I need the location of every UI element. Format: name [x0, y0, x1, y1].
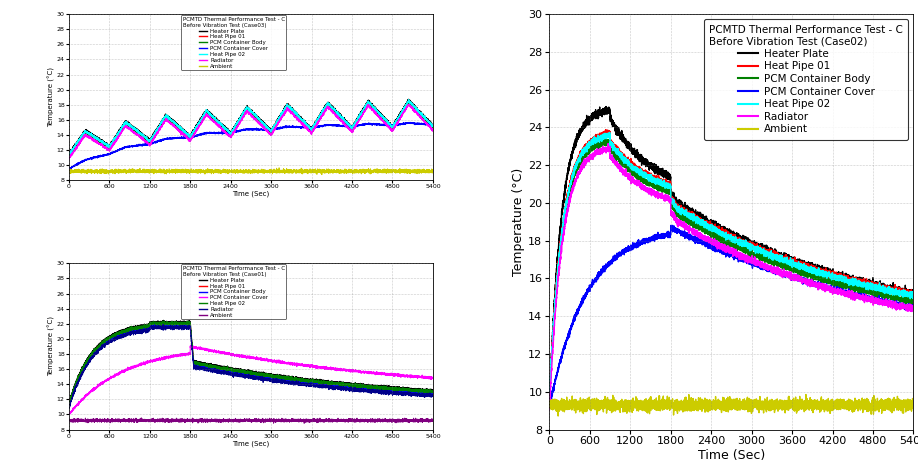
X-axis label: Time (Sec): Time (Sec) [232, 440, 270, 447]
X-axis label: Time (Sec): Time (Sec) [698, 449, 765, 462]
Y-axis label: Temperature (°C): Temperature (°C) [512, 168, 525, 276]
Y-axis label: Temperature (°C): Temperature (°C) [48, 67, 55, 127]
X-axis label: Time (Sec): Time (Sec) [232, 191, 270, 197]
Legend: Heater Plate, Heat Pipe 01, PCM Container Body, PCM Container Cover, Heat Pipe 0: Heater Plate, Heat Pipe 01, PCM Containe… [704, 19, 908, 140]
Legend: Heater Plate, Heat Pipe 01, PCM Container Body, PCM Container Cover, Heat Pipe 0: Heater Plate, Heat Pipe 01, PCM Containe… [181, 15, 286, 70]
Legend: Heater Plate, Heat Pipe 01, PCM Container Body, PCM Container Cover, Heat Pipe 0: Heater Plate, Heat Pipe 01, PCM Containe… [181, 264, 286, 320]
Y-axis label: Temperature (°C): Temperature (°C) [48, 316, 55, 377]
